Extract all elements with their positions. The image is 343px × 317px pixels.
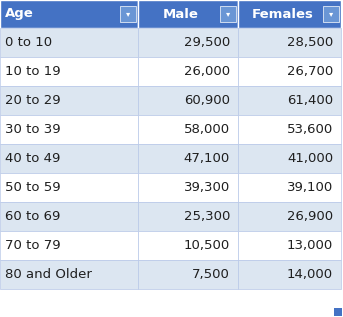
Text: ▾: ▾: [126, 10, 130, 18]
Text: 39,300: 39,300: [184, 181, 230, 194]
Bar: [0, 57, 138, 86]
Text: 58,000: 58,000: [184, 123, 230, 136]
Bar: [0, 173, 138, 202]
Text: 0 to 10: 0 to 10: [5, 36, 52, 49]
Text: 47,100: 47,100: [184, 152, 230, 165]
Text: 30 to 39: 30 to 39: [5, 123, 61, 136]
Bar: [238, 86, 341, 115]
Bar: [0, 28, 138, 57]
Text: 61,400: 61,400: [287, 94, 333, 107]
Text: 25,300: 25,300: [184, 210, 230, 223]
Bar: [0, 260, 138, 289]
Text: ▾: ▾: [329, 10, 333, 18]
Text: 41,000: 41,000: [287, 152, 333, 165]
Text: Females: Females: [251, 8, 314, 21]
Bar: [238, 115, 341, 144]
Bar: [238, 173, 341, 202]
Bar: [238, 231, 341, 260]
Text: 26,900: 26,900: [287, 210, 333, 223]
Text: 26,000: 26,000: [184, 65, 230, 78]
Text: 50 to 59: 50 to 59: [5, 181, 61, 194]
Bar: [138, 0, 238, 28]
Text: Male: Male: [163, 8, 199, 21]
Text: 80 and Older: 80 and Older: [5, 268, 92, 281]
Bar: [0, 86, 138, 115]
Bar: [138, 115, 238, 144]
Text: 7,500: 7,500: [192, 268, 230, 281]
Text: 26,700: 26,700: [287, 65, 333, 78]
Text: 28,500: 28,500: [287, 36, 333, 49]
Text: ▾: ▾: [226, 10, 230, 18]
Bar: [0, 144, 138, 173]
Bar: [238, 28, 341, 57]
Bar: [238, 260, 341, 289]
Text: 14,000: 14,000: [287, 268, 333, 281]
Bar: [138, 86, 238, 115]
Bar: [138, 144, 238, 173]
Bar: [138, 202, 238, 231]
Text: 53,600: 53,600: [287, 123, 333, 136]
Text: 10,500: 10,500: [184, 239, 230, 252]
Bar: [238, 202, 341, 231]
Text: Age: Age: [5, 8, 34, 21]
Bar: [120, 6, 136, 22]
Text: 10 to 19: 10 to 19: [5, 65, 61, 78]
Bar: [0, 0, 138, 28]
Text: 39,100: 39,100: [287, 181, 333, 194]
Text: 29,500: 29,500: [184, 36, 230, 49]
Bar: [138, 260, 238, 289]
Text: 60 to 69: 60 to 69: [5, 210, 60, 223]
Bar: [238, 144, 341, 173]
Bar: [0, 115, 138, 144]
Bar: [138, 173, 238, 202]
Bar: [138, 57, 238, 86]
Bar: [238, 0, 341, 28]
Bar: [323, 6, 339, 22]
Bar: [138, 28, 238, 57]
Text: 70 to 79: 70 to 79: [5, 239, 61, 252]
Text: 20 to 29: 20 to 29: [5, 94, 61, 107]
Bar: [238, 57, 341, 86]
Text: 40 to 49: 40 to 49: [5, 152, 60, 165]
Bar: [334, 308, 342, 316]
Text: 60,900: 60,900: [184, 94, 230, 107]
Text: 13,000: 13,000: [287, 239, 333, 252]
Bar: [0, 231, 138, 260]
Bar: [0, 202, 138, 231]
Bar: [138, 231, 238, 260]
Bar: [220, 6, 236, 22]
